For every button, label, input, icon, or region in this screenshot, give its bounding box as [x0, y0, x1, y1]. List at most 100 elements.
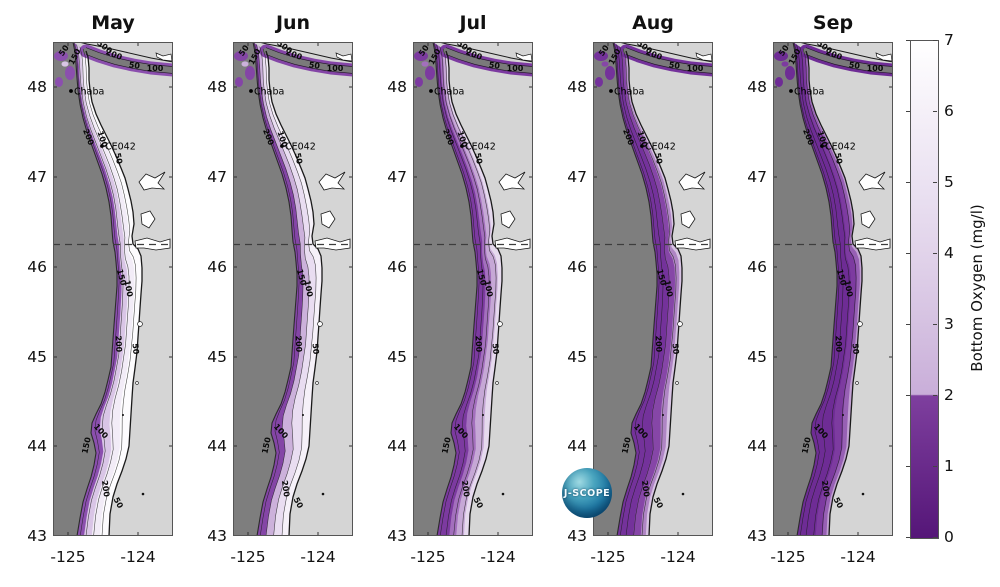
shelf-break-line [792, 42, 838, 536]
depth-contour-line [439, 46, 490, 536]
tillamook-bay [857, 321, 863, 327]
offshore-eddy [774, 51, 788, 61]
colorbar-tick-mark [906, 394, 910, 396]
offshore-eddy [245, 66, 255, 80]
coastline [805, 50, 863, 536]
station-marker-chaba [789, 89, 793, 93]
grays-harbor-estuary [318, 171, 346, 191]
strait-contour-line [265, 54, 353, 74]
lon-tick-label: -124 [840, 548, 876, 566]
contour-label: 100 [663, 280, 675, 298]
lat-tick-label: 43 [207, 527, 227, 545]
coastline [85, 50, 143, 536]
depth-contour-line [74, 42, 120, 536]
offshore-eddy [235, 77, 243, 87]
oxygen-band-coast [443, 49, 502, 536]
colorbar-tick-mark [906, 323, 910, 325]
lat-tick-label: 46 [747, 258, 767, 276]
colorbar-tick-mark [933, 39, 937, 41]
contour-label: 50 [491, 343, 501, 355]
offshore-islet [501, 492, 505, 496]
vancouver-island-land [618, 42, 713, 63]
shelf-break-line [72, 42, 118, 536]
offshore-eddy [785, 66, 795, 80]
offshore-eddy [781, 61, 789, 67]
depth-contour-line [616, 44, 664, 536]
contour-label: 150 [440, 436, 452, 455]
lon-tick-label: -125 [50, 548, 86, 566]
colorbar-tick-label: 3 [944, 315, 954, 333]
lat-tick-label: 48 [27, 78, 47, 96]
station-marker-ce042 [460, 144, 464, 148]
offshore-eddy [234, 51, 248, 61]
station-label-chaba: Chaba [254, 87, 284, 98]
lat-tick-label: 43 [387, 527, 407, 545]
station-label-ce042: CE042 [645, 142, 676, 153]
vancouver-island-land [78, 42, 173, 63]
lat-tick-label: 45 [207, 348, 227, 366]
station-marker-ce042 [640, 144, 644, 148]
lat-tick-label: 48 [387, 78, 407, 96]
lat-tick-label: 46 [27, 258, 47, 276]
contour-label: 100 [483, 280, 495, 298]
offshore-eddy [425, 66, 435, 80]
station-label-ce042: CE042 [285, 142, 316, 153]
shelf-break-line [432, 42, 478, 536]
coastline [445, 50, 503, 536]
contour-label: 50 [293, 152, 304, 165]
colorbar-tick-mark [933, 181, 937, 183]
contour-label: 50 [113, 152, 124, 165]
offshore-islet [482, 414, 484, 416]
lat-tick-label: 47 [27, 168, 47, 186]
station-label-ce042: CE042 [105, 142, 136, 153]
lat-tick-label: 47 [567, 168, 587, 186]
strait-contour-line [625, 54, 713, 74]
lat-tick-label: 45 [567, 348, 587, 366]
contour-label: 50 [671, 343, 681, 355]
contour-label: 100 [867, 64, 884, 73]
oxygen-band-coast [624, 50, 682, 536]
depth-contour-line [82, 48, 137, 536]
tillamook-bay [317, 321, 323, 327]
colorbar-tick-mark [906, 536, 910, 538]
depth-contour-line [262, 48, 317, 536]
colorbar-tick-label: 4 [944, 244, 954, 262]
panel-border [773, 42, 893, 536]
lon-tick-label: -124 [300, 548, 336, 566]
station-label-ce042: CE042 [465, 142, 496, 153]
contour-label: 100 [687, 64, 704, 73]
yaquina-bay [855, 381, 859, 385]
colorbar-tick-mark [933, 252, 937, 254]
contour-label: 50 [488, 60, 501, 71]
colorbar-tick-label: 7 [944, 31, 954, 49]
lat-tick-label: 43 [27, 527, 47, 545]
colorbar-tick-mark [933, 394, 937, 396]
strait-channel [263, 48, 353, 73]
station-label-chaba: Chaba [74, 87, 104, 98]
offshore-islet [842, 414, 844, 416]
lat-tick-label: 46 [567, 258, 587, 276]
panel-border [233, 42, 353, 536]
oxygen-band-coast [82, 48, 142, 536]
offshore-eddy [775, 77, 783, 87]
lat-tick-label: 44 [387, 437, 407, 455]
contour-label: 100 [123, 280, 135, 298]
station-marker-ce042 [280, 144, 284, 148]
lat-tick-label: 44 [747, 437, 767, 455]
grays-harbor-estuary [138, 171, 166, 191]
contour-label: 50 [473, 152, 484, 165]
shelf-break-line [252, 42, 298, 536]
strait-contour-line [85, 47, 173, 67]
colorbar-tick-mark [906, 181, 910, 183]
contour-label: 100 [147, 64, 164, 73]
colorbar-tick-label: 2 [944, 386, 954, 404]
offshore-eddy [65, 66, 75, 80]
lat-tick-label: 43 [567, 527, 587, 545]
contour-label: 100 [303, 280, 315, 298]
tillamook-bay [137, 321, 143, 327]
colorbar-tick-mark [933, 323, 937, 325]
contour-label: 200 [294, 335, 304, 353]
